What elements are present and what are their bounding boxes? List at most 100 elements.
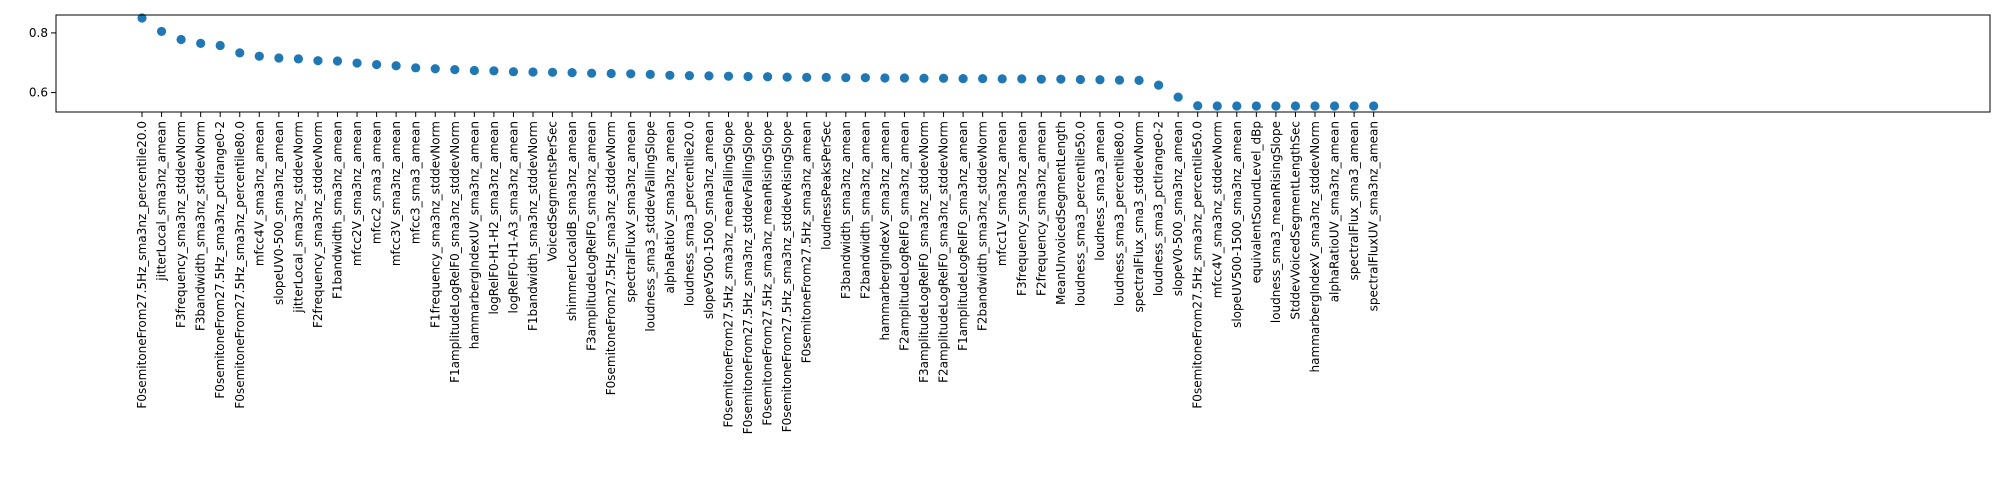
data-point-28 xyxy=(684,70,695,81)
x-tick-label-0: F0semitoneFrom27.5Hz_sma3nz_percentile20… xyxy=(135,121,149,409)
data-point-59 xyxy=(1290,101,1301,111)
x-tick-label-2: F3frequency_sma3nz_stddevNorm xyxy=(174,121,188,328)
x-tick-label-49: loudness_sma3_amean xyxy=(1093,121,1107,261)
data-point-13 xyxy=(391,61,401,71)
data-point-4 xyxy=(215,40,225,51)
x-tick-label-55: mfcc4V_sma3nz_stddevNorm xyxy=(1210,121,1224,298)
data-point-2 xyxy=(176,34,186,45)
y-tick-label-1: 0.8 xyxy=(29,26,48,40)
data-point-35 xyxy=(821,72,831,82)
x-tick-label-6: mfcc4V_sma3nz_amean xyxy=(252,121,266,266)
x-tick-label-33: F0semitoneFrom27.5Hz_sma3nz_stddevRising… xyxy=(780,121,794,432)
x-tick-label-45: F3frequency_sma3nz_amean xyxy=(1015,121,1029,296)
data-point-17 xyxy=(469,65,479,76)
data-point-21 xyxy=(547,67,558,77)
data-point-16 xyxy=(450,65,460,75)
data-point-55 xyxy=(1212,101,1222,111)
x-tick-label-60: hammarbergIndexV_sma3nz_stddevNorm xyxy=(1308,121,1322,372)
data-point-53 xyxy=(1173,92,1183,102)
data-point-32 xyxy=(763,72,773,82)
data-point-7 xyxy=(274,53,284,63)
x-tick-label-26: loudness_sma3_stddevFallingSlope xyxy=(643,121,657,332)
data-point-37 xyxy=(860,73,870,83)
x-tick-label-51: spectralFlux_sma3_stddevNorm xyxy=(1132,121,1146,312)
x-tick-label-59: StddevVoicedSegmentLengthSec xyxy=(1288,121,1302,320)
x-tick-label-21: VoicedSegmentsPerSec xyxy=(546,121,560,262)
data-point-63 xyxy=(1369,101,1379,111)
data-point-9 xyxy=(313,56,323,66)
x-tick-label-20: F1bandwidth_sma3nz_stddevNorm xyxy=(526,121,540,331)
x-tick-label-15: F1frequency_sma3nz_stddevNorm xyxy=(428,121,442,328)
data-point-25 xyxy=(626,69,636,79)
data-point-52 xyxy=(1154,80,1164,90)
x-tick-label-47: MeanUnvoicedSegmentLength xyxy=(1054,121,1068,305)
data-point-54 xyxy=(1193,101,1203,111)
data-point-19 xyxy=(508,67,519,77)
data-point-33 xyxy=(782,72,792,82)
x-tick-label-48: loudness_sma3_percentile50.0 xyxy=(1073,121,1087,306)
data-point-39 xyxy=(899,73,910,83)
x-tick-label-27: alphaRatioV_sma3nz_amean xyxy=(663,121,677,294)
x-tick-label-40: F3amplitudeLogRelF0_sma3nz_stddevNorm xyxy=(917,121,931,383)
data-point-38 xyxy=(880,73,890,83)
x-tick-label-39: F2amplitudeLogRelF0_sma3nz_amean xyxy=(897,121,911,351)
x-tick-label-34: F0semitoneFrom27.5Hz_sma3nz_amean xyxy=(800,121,814,363)
x-tick-label-42: F1amplitudeLogRelF0_sma3nz_amean xyxy=(956,121,970,351)
data-point-34 xyxy=(802,72,812,82)
x-tick-label-53: slopeV0-500_sma3nz_amean xyxy=(1171,121,1185,296)
data-point-58 xyxy=(1271,101,1281,111)
data-point-46 xyxy=(1036,74,1046,84)
x-tick-label-28: loudness_sma3_percentile20.0 xyxy=(682,121,696,306)
x-tick-label-54: F0semitoneFrom27.5Hz_sma3nz_percentile50… xyxy=(1191,121,1205,409)
x-tick-label-58: loudness_sma3_meanRisingSlope xyxy=(1269,121,1283,323)
x-tick-label-35: loudnessPeaksPerSec xyxy=(819,121,833,250)
data-point-20 xyxy=(528,67,538,77)
x-axis: F0semitoneFrom27.5Hz_sma3nz_percentile20… xyxy=(135,112,1381,434)
data-point-42 xyxy=(958,73,968,84)
x-tick-label-57: equivalentSoundLevel_dBp xyxy=(1249,121,1263,283)
data-point-41 xyxy=(938,73,949,83)
data-point-14 xyxy=(411,63,421,73)
data-point-18 xyxy=(489,66,499,76)
plot-frame xyxy=(55,14,1991,113)
x-tick-label-19: logRelF0-H1-A3_sma3nz_amean xyxy=(506,121,520,313)
x-tick-label-46: F2frequency_sma3nz_amean xyxy=(1034,121,1048,296)
x-tick-label-62: spectralFlux_sma3_amean xyxy=(1347,121,1361,280)
x-tick-label-56: slopeUV500-1500_sma3nz_amean xyxy=(1230,121,1244,328)
data-point-3 xyxy=(196,38,206,48)
data-point-43 xyxy=(978,73,988,84)
x-tick-label-7: slopeUV0-500_sma3nz_amean xyxy=(272,121,286,305)
x-tick-label-5: F0semitoneFrom27.5Hz_sma3nz_percentile80… xyxy=(233,121,247,409)
data-point-50 xyxy=(1114,75,1125,85)
data-point-61 xyxy=(1329,101,1340,111)
data-point-11 xyxy=(352,58,362,68)
x-tick-label-41: F2amplitudeLogRelF0_sma3nz_stddevNorm xyxy=(937,121,951,383)
data-point-57 xyxy=(1251,101,1261,111)
x-tick-label-50: loudness_sma3_percentile80.0 xyxy=(1113,121,1127,306)
data-point-0 xyxy=(137,13,147,23)
data-point-51 xyxy=(1134,75,1144,85)
data-point-60 xyxy=(1310,101,1320,111)
x-tick-label-13: mfcc3V_sma3nz_amean xyxy=(389,121,403,266)
x-tick-label-37: F2bandwidth_sma3nz_amean xyxy=(858,121,872,299)
data-point-6 xyxy=(254,51,264,61)
data-point-62 xyxy=(1349,101,1359,111)
x-tick-label-63: spectralFluxUV_sma3nz_amean xyxy=(1367,121,1381,311)
data-point-44 xyxy=(997,74,1007,84)
x-tick-label-22: shimmerLocaldB_sma3nz_amean xyxy=(565,121,579,321)
data-point-36 xyxy=(841,73,851,83)
x-tick-label-16: F1amplitudeLogRelF0_sma3nz_stddevNorm xyxy=(448,121,462,383)
x-tick-label-3: F3bandwidth_sma3nz_stddevNorm xyxy=(194,121,208,331)
data-point-27 xyxy=(665,70,675,80)
data-point-10 xyxy=(332,56,343,66)
x-tick-label-38: hammarbergIndexV_sma3nz_amean xyxy=(878,121,892,340)
y-tick-label-0: 0.6 xyxy=(29,86,48,100)
x-tick-label-9: F2frequency_sma3nz_stddevNorm xyxy=(311,121,325,328)
x-tick-label-25: spectralFluxV_sma3nz_amean xyxy=(624,121,638,303)
data-point-49 xyxy=(1095,75,1105,85)
x-tick-label-36: F3bandwidth_sma3nz_amean xyxy=(839,121,853,299)
x-tick-label-29: slopeV500-1500_sma3nz_amean xyxy=(702,121,716,319)
data-point-29 xyxy=(704,71,714,81)
x-tick-label-24: F0semitoneFrom27.5Hz_sma3nz_stddevNorm xyxy=(604,121,618,395)
